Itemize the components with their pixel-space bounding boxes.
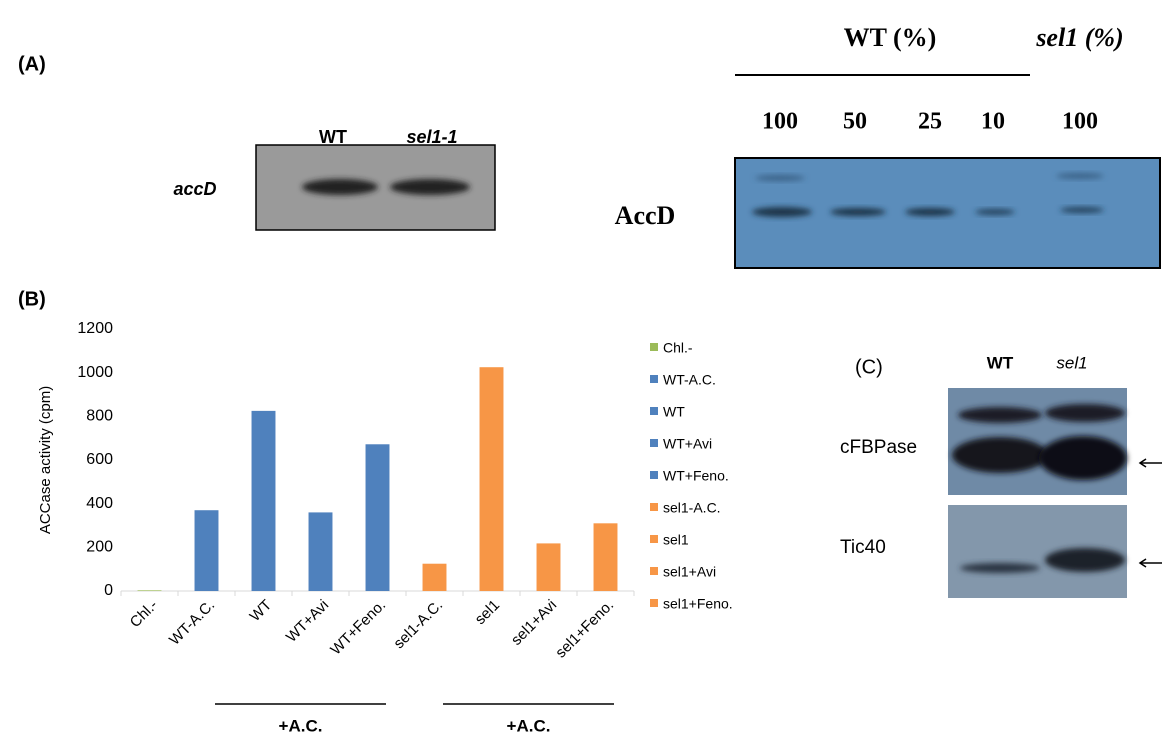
bar	[593, 523, 618, 591]
rna-blot	[255, 144, 496, 231]
legend-label: WT+Feno.	[663, 468, 729, 484]
x-tick-label: sel1+Avi	[508, 597, 560, 649]
protein-label: Tic40	[840, 537, 886, 558]
protein-label: AccD	[615, 201, 676, 230]
legend-label: sel1-A.C.	[663, 500, 721, 516]
group-label: sel1 (%)	[1035, 23, 1123, 52]
y-tick-label: 1200	[77, 320, 113, 337]
gene-label: accD	[173, 179, 216, 199]
legend-label: sel1+Feno.	[663, 596, 733, 612]
protein-label: cFBPase	[840, 437, 917, 458]
legend-swatch	[650, 375, 658, 383]
group-label: WT (%)	[844, 23, 937, 52]
x-tick-label: WT+Avi	[283, 597, 332, 646]
chart: 020040060080010001200Chl.-Chl.-WT-A.C.WT…	[77, 320, 732, 735]
bar	[479, 367, 504, 591]
lane-label: 10	[981, 109, 1005, 135]
blot	[948, 505, 1127, 598]
y-tick-label: 0	[104, 582, 113, 599]
legend-swatch	[650, 407, 658, 415]
legend-label: sel1	[663, 532, 689, 548]
legend-swatch	[650, 439, 658, 447]
x-tick-label: Chl.-	[127, 597, 161, 631]
legend-label: WT	[663, 404, 685, 420]
legend-label: WT+Avi	[663, 436, 712, 452]
legend-label: sel1+Avi	[663, 564, 716, 580]
lane-label: 100	[762, 109, 798, 135]
x-tick-label: sel1	[472, 597, 503, 628]
lane-label: WT	[319, 127, 347, 147]
legend-swatch	[650, 535, 658, 543]
legend-swatch	[650, 599, 658, 607]
y-tick-label: 600	[86, 451, 113, 468]
y-tick-label: 200	[86, 539, 113, 556]
legend-swatch	[650, 471, 658, 479]
bar	[422, 563, 447, 591]
lane-label: 25	[918, 109, 942, 135]
legend-swatch	[650, 343, 658, 351]
group-label: +A.C.	[507, 716, 551, 735]
lane-label: WT	[987, 353, 1014, 372]
y-tick-label: 400	[86, 495, 113, 512]
bar	[251, 410, 276, 591]
arrow	[1138, 458, 1162, 568]
y-tick-label: 800	[86, 408, 113, 425]
x-tick-label: WT+Feno.	[327, 597, 389, 659]
bar	[308, 512, 333, 591]
legend-swatch	[650, 503, 658, 511]
y-axis-label: ACCase activity (cpm)	[37, 386, 54, 534]
x-tick-label: WT-A.C.	[166, 597, 218, 649]
bar	[137, 590, 162, 591]
protein-blot	[734, 157, 1161, 269]
bar	[536, 543, 561, 591]
group-label: +A.C.	[279, 716, 323, 735]
panel-label: (A)	[18, 53, 46, 75]
lane-label: sel1	[1056, 353, 1087, 372]
bar	[365, 444, 390, 591]
lane-label: 50	[843, 109, 867, 135]
panel-label: (B)	[18, 288, 46, 310]
x-tick-label: sel1+Feno.	[552, 597, 617, 662]
y-tick-label: 1000	[77, 364, 113, 381]
x-tick-label: WT	[247, 597, 276, 626]
legend-label: Chl.-	[663, 340, 693, 356]
bar	[194, 510, 219, 591]
legend-swatch	[650, 567, 658, 575]
lane-label: sel1-1	[406, 127, 457, 147]
blot	[948, 388, 1127, 495]
x-tick-label: sel1-A.C.	[390, 597, 446, 653]
panel-label: (C)	[855, 356, 883, 378]
lane-label: 100	[1062, 109, 1098, 135]
legend-label: WT-A.C.	[663, 372, 716, 388]
